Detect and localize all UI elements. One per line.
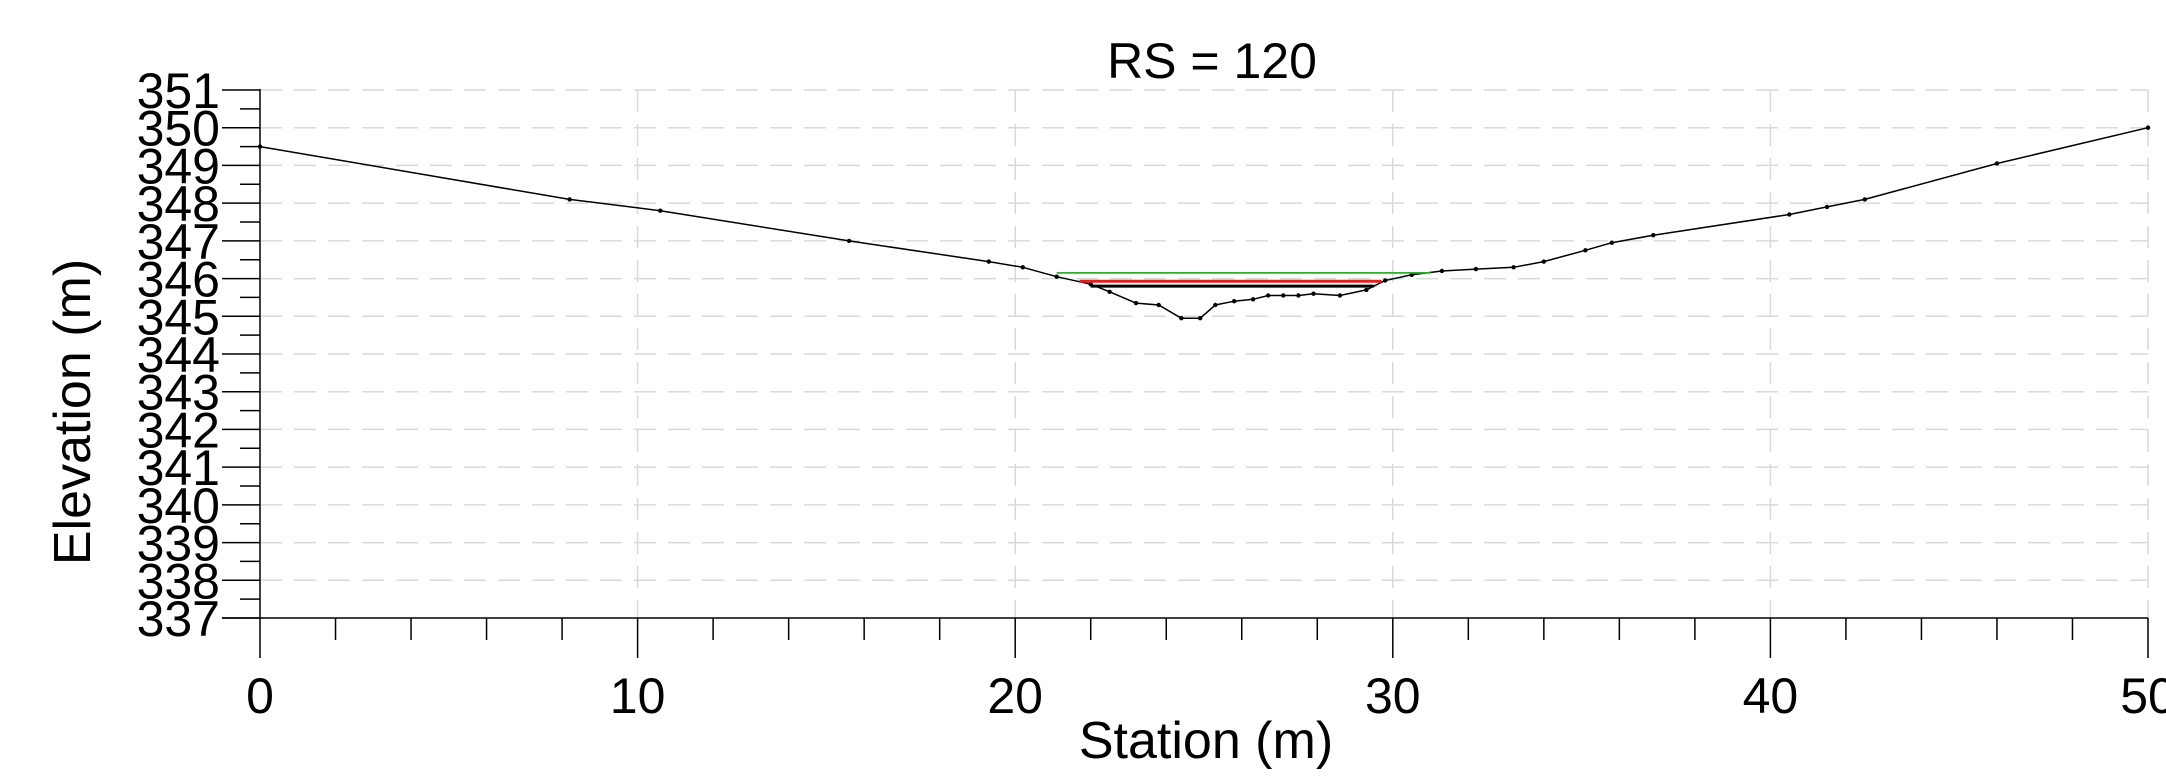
y-tick-label: 342 xyxy=(137,402,220,458)
y-tick-label: 340 xyxy=(137,478,220,534)
ground-point xyxy=(1824,204,1830,210)
x-tick-label: 50 xyxy=(2120,668,2166,724)
ground-point xyxy=(1054,274,1059,279)
y-tick-label: 341 xyxy=(137,440,220,496)
x-tick-label: 40 xyxy=(1743,668,1799,724)
ground-point xyxy=(1296,293,1301,298)
x-tick-label: 30 xyxy=(1365,668,1421,724)
ground-point xyxy=(1232,299,1237,304)
x-tick-label: 20 xyxy=(987,668,1043,724)
ground-point xyxy=(1179,316,1184,321)
ground-point xyxy=(1994,161,2000,166)
ground-point xyxy=(1133,300,1139,306)
ground-point xyxy=(986,259,991,264)
series-lines xyxy=(257,125,2151,321)
ground-point xyxy=(1862,197,1868,202)
y-tick-label: 347 xyxy=(137,214,220,270)
chart-title: RS = 120 xyxy=(1107,33,1317,89)
ground-point xyxy=(257,144,263,149)
y-axis-label: Elevation (m) xyxy=(44,259,102,565)
ground-point xyxy=(1439,268,1445,274)
ground-point xyxy=(1787,212,1792,217)
y-tick-label: 344 xyxy=(137,327,220,383)
ground-point xyxy=(2145,125,2151,130)
x-tick-label: 0 xyxy=(246,668,274,724)
ground-point xyxy=(1337,293,1343,298)
ground-point xyxy=(1511,265,1516,270)
ground-point xyxy=(1383,278,1388,283)
y-tick-label: 351 xyxy=(137,63,220,119)
ground-point xyxy=(1213,302,1218,308)
ground-point xyxy=(846,238,852,244)
y-tick-label: 338 xyxy=(137,553,220,609)
y-tick-label: 348 xyxy=(137,176,220,232)
ground-point xyxy=(1311,291,1316,296)
axes xyxy=(222,89,2149,658)
tick-labels: 3373383393403413423433443453463473483493… xyxy=(137,63,2166,724)
y-tick-label: 339 xyxy=(137,516,220,572)
ground-point xyxy=(1609,240,1615,245)
ground-point xyxy=(1020,265,1025,270)
y-tick-label: 346 xyxy=(137,252,220,308)
ground-point xyxy=(1473,266,1479,272)
ground-point xyxy=(1266,293,1271,298)
grid-lines xyxy=(260,89,2149,618)
x-axis-label: Station (m) xyxy=(1079,712,1333,770)
ground-point xyxy=(1651,233,1656,238)
y-tick-label: 350 xyxy=(137,101,220,157)
ground-point xyxy=(1198,316,1203,321)
ground-point xyxy=(1281,293,1286,298)
series-ground xyxy=(259,126,2149,319)
y-tick-label: 337 xyxy=(137,591,220,647)
ground-point xyxy=(1541,259,1547,264)
ground-point xyxy=(1583,248,1588,253)
y-tick-label: 349 xyxy=(137,138,220,194)
ground-point xyxy=(567,197,572,202)
ground-point xyxy=(1364,287,1369,293)
ground-point xyxy=(1107,289,1112,294)
ground-point xyxy=(658,208,663,213)
ground-point xyxy=(1156,302,1161,308)
y-tick-label: 345 xyxy=(137,289,220,345)
ground-point xyxy=(1250,297,1256,302)
y-tick-label: 343 xyxy=(137,365,220,421)
x-tick-label: 10 xyxy=(610,668,666,724)
